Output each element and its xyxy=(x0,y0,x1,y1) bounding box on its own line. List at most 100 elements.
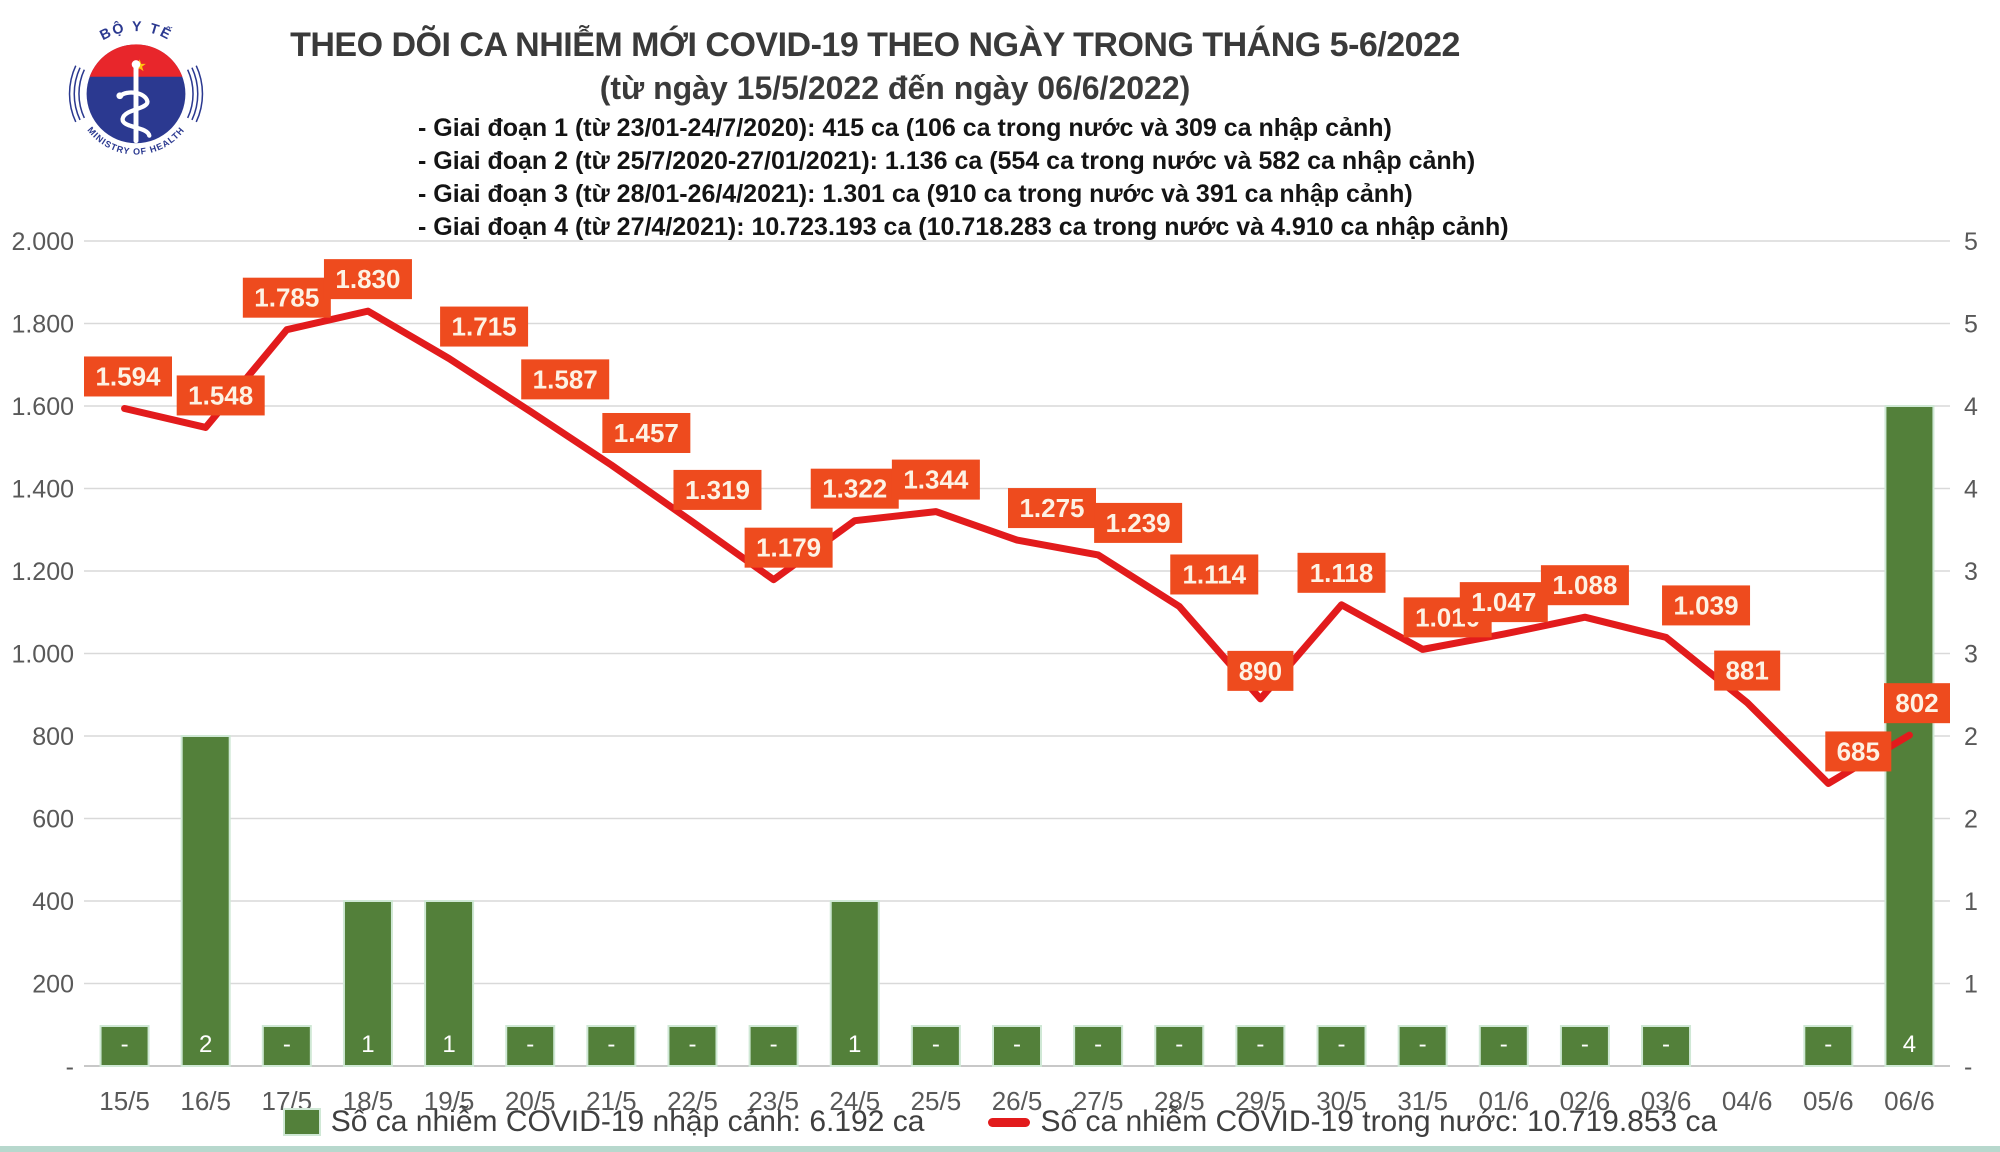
line-value-box-24/5 xyxy=(810,468,899,509)
line-value-label: 1.322 xyxy=(822,474,887,504)
bar-18/5 xyxy=(342,900,393,1067)
y-axis-tick-right: 1 xyxy=(1964,971,1978,999)
bar-value-label: - xyxy=(1013,1031,1021,1058)
phase-2-line: - Giai đoạn 2 (từ 25/7/2020-27/01/2021):… xyxy=(418,147,1476,175)
x-axis-label: 31/5 xyxy=(1397,1086,1448,1116)
bar-19/5 xyxy=(424,900,475,1067)
legend-bar-swatch-icon xyxy=(282,1108,321,1136)
bottom-accent-strip xyxy=(0,1146,2000,1152)
x-axis-label: 01/6 xyxy=(1478,1086,1529,1116)
page-title: THEO DÕI CA NHIỄM MỚI COVID-19 THEO NGÀY… xyxy=(290,26,1460,64)
line-value-box-30/5 xyxy=(1297,552,1386,593)
line-value-box-03/6 xyxy=(1662,585,1751,626)
phase-3-line: - Giai đoạn 3 (từ 28/01-26/4/2021): 1.30… xyxy=(418,180,1413,208)
x-axis-label: 15/5 xyxy=(99,1086,150,1116)
bar-15/5 xyxy=(99,1025,150,1067)
domestic-cases-line xyxy=(121,307,1913,787)
line-value-box-21/5 xyxy=(602,412,691,453)
phase-summary-block: - Giai đoạn 1 (từ 23/01-24/7/2020): 415 … xyxy=(418,112,1509,244)
y-axis-tick-left: 1.600 xyxy=(11,393,74,421)
y-axis-tick-left: 1.000 xyxy=(11,641,74,669)
line-value-box-23/5 xyxy=(744,527,833,568)
x-axis-label: 24/5 xyxy=(829,1086,880,1116)
x-axis-label: 25/5 xyxy=(911,1086,962,1116)
logo-staff xyxy=(131,60,141,144)
bar-25/5 xyxy=(910,1025,961,1067)
y-axis-tick-right: - xyxy=(1964,1053,1972,1081)
bar-value-label: - xyxy=(283,1031,291,1058)
bar-26/5 xyxy=(992,1025,1042,1067)
line-value-label: 1.039 xyxy=(1674,590,1739,620)
y-axis-tick-right: 4 xyxy=(1964,476,1978,504)
bar-03/6 xyxy=(1641,1025,1692,1067)
line-value-label: 1.239 xyxy=(1106,508,1171,538)
logo-side-arcs xyxy=(68,65,204,123)
line-value-label: 1.179 xyxy=(756,533,821,563)
x-axis-label: 18/5 xyxy=(343,1086,394,1116)
x-axis-label: 06/6 xyxy=(1884,1086,1935,1116)
line-value-label: 1.114 xyxy=(1182,559,1246,589)
x-axis-label: 03/6 xyxy=(1641,1086,1692,1116)
bar-value-label: - xyxy=(121,1031,129,1058)
line-value-label: 890 xyxy=(1239,656,1282,686)
line-value-box-20/5 xyxy=(521,359,610,400)
logo-snake-icon xyxy=(118,90,152,138)
line-value-box-19/5 xyxy=(440,306,529,347)
y-axis-tick-right: 3 xyxy=(1964,641,1978,669)
legend-bar-label: Số ca nhiễm COVID-19 nhập cảnh: 6.192 ca xyxy=(330,1105,925,1138)
bar-16/5 xyxy=(180,735,231,1067)
bar-value-label: - xyxy=(770,1031,778,1058)
legend-item-imported: Số ca nhiễm COVID-19 nhập cảnh: 6.192 ca xyxy=(282,1105,925,1139)
line-value-box-26/5 xyxy=(1008,488,1096,529)
line-value-label: 1.088 xyxy=(1552,570,1617,600)
y-axis-tick-left: 2.000 xyxy=(11,228,74,256)
x-axis-label: 20/5 xyxy=(505,1086,556,1116)
line-value-label: 685 xyxy=(1837,736,1880,766)
logo-snake-head xyxy=(116,92,124,100)
bar-value-label: - xyxy=(932,1031,940,1058)
line-value-box-29/5 xyxy=(1227,650,1294,691)
line-value-label: 1.587 xyxy=(533,364,598,394)
legend-line-swatch-icon xyxy=(988,1117,1031,1127)
line-value-box-25/5 xyxy=(891,459,980,500)
legend-item-domestic: Số ca nhiễm COVID-19 trong nước: 10.719.… xyxy=(988,1105,1717,1139)
chart-legend: Số ca nhiễm COVID-19 nhập cảnh: 6.192 ca… xyxy=(0,1098,2000,1146)
bar-value-label: - xyxy=(1175,1031,1183,1058)
y-axis-tick-right: 4 xyxy=(1964,393,1978,421)
y-axis-tick-left: - xyxy=(66,1053,74,1081)
bar-28/5 xyxy=(1154,1025,1205,1067)
x-axis-label: 23/5 xyxy=(748,1086,799,1116)
page-subtitle: (từ ngày 15/5/2022 đến ngày 06/6/2022) xyxy=(599,70,1191,106)
y-axis-tick-right: 2 xyxy=(1964,806,1978,834)
x-axis-label: 05/6 xyxy=(1803,1086,1854,1116)
line-value-label: 1.457 xyxy=(614,418,679,448)
line-value-label: 1.344 xyxy=(903,465,969,495)
bar-value-label: - xyxy=(688,1031,696,1058)
bar-value-label: 2 xyxy=(199,1031,212,1058)
bar-02/6 xyxy=(1559,1025,1610,1067)
line-value-box-01/6 xyxy=(1459,582,1548,623)
y-axis-tick-left: 200 xyxy=(32,971,74,999)
y-axis-tick-left: 600 xyxy=(32,806,74,834)
x-axis-label: 28/5 xyxy=(1154,1086,1205,1116)
line-value-box-15/5 xyxy=(84,356,172,397)
line-value-label: 1.830 xyxy=(335,264,400,294)
x-axis-label: 04/6 xyxy=(1722,1086,1773,1116)
bar-27/5 xyxy=(1073,1025,1124,1067)
line-value-box-04/6 xyxy=(1714,650,1781,691)
line-value-box-02/6 xyxy=(1540,565,1629,606)
bar-value-label: - xyxy=(1500,1031,1508,1058)
bar-05/6 xyxy=(1803,1025,1854,1067)
x-axis-label: 22/5 xyxy=(667,1086,718,1116)
y-axis-tick-right: 3 xyxy=(1964,558,1978,586)
line-value-box-27/5 xyxy=(1094,502,1183,543)
bar-value-label: - xyxy=(607,1031,615,1058)
x-axis-label: 27/5 xyxy=(1073,1086,1124,1116)
bar-20/5 xyxy=(505,1025,556,1067)
bar-23/5 xyxy=(748,1025,799,1067)
line-value-label: 1.275 xyxy=(1019,493,1084,523)
x-axis-label: 19/5 xyxy=(424,1086,475,1116)
y-axis-tick-left: 1.400 xyxy=(11,476,74,504)
bar-24/5 xyxy=(829,900,880,1067)
